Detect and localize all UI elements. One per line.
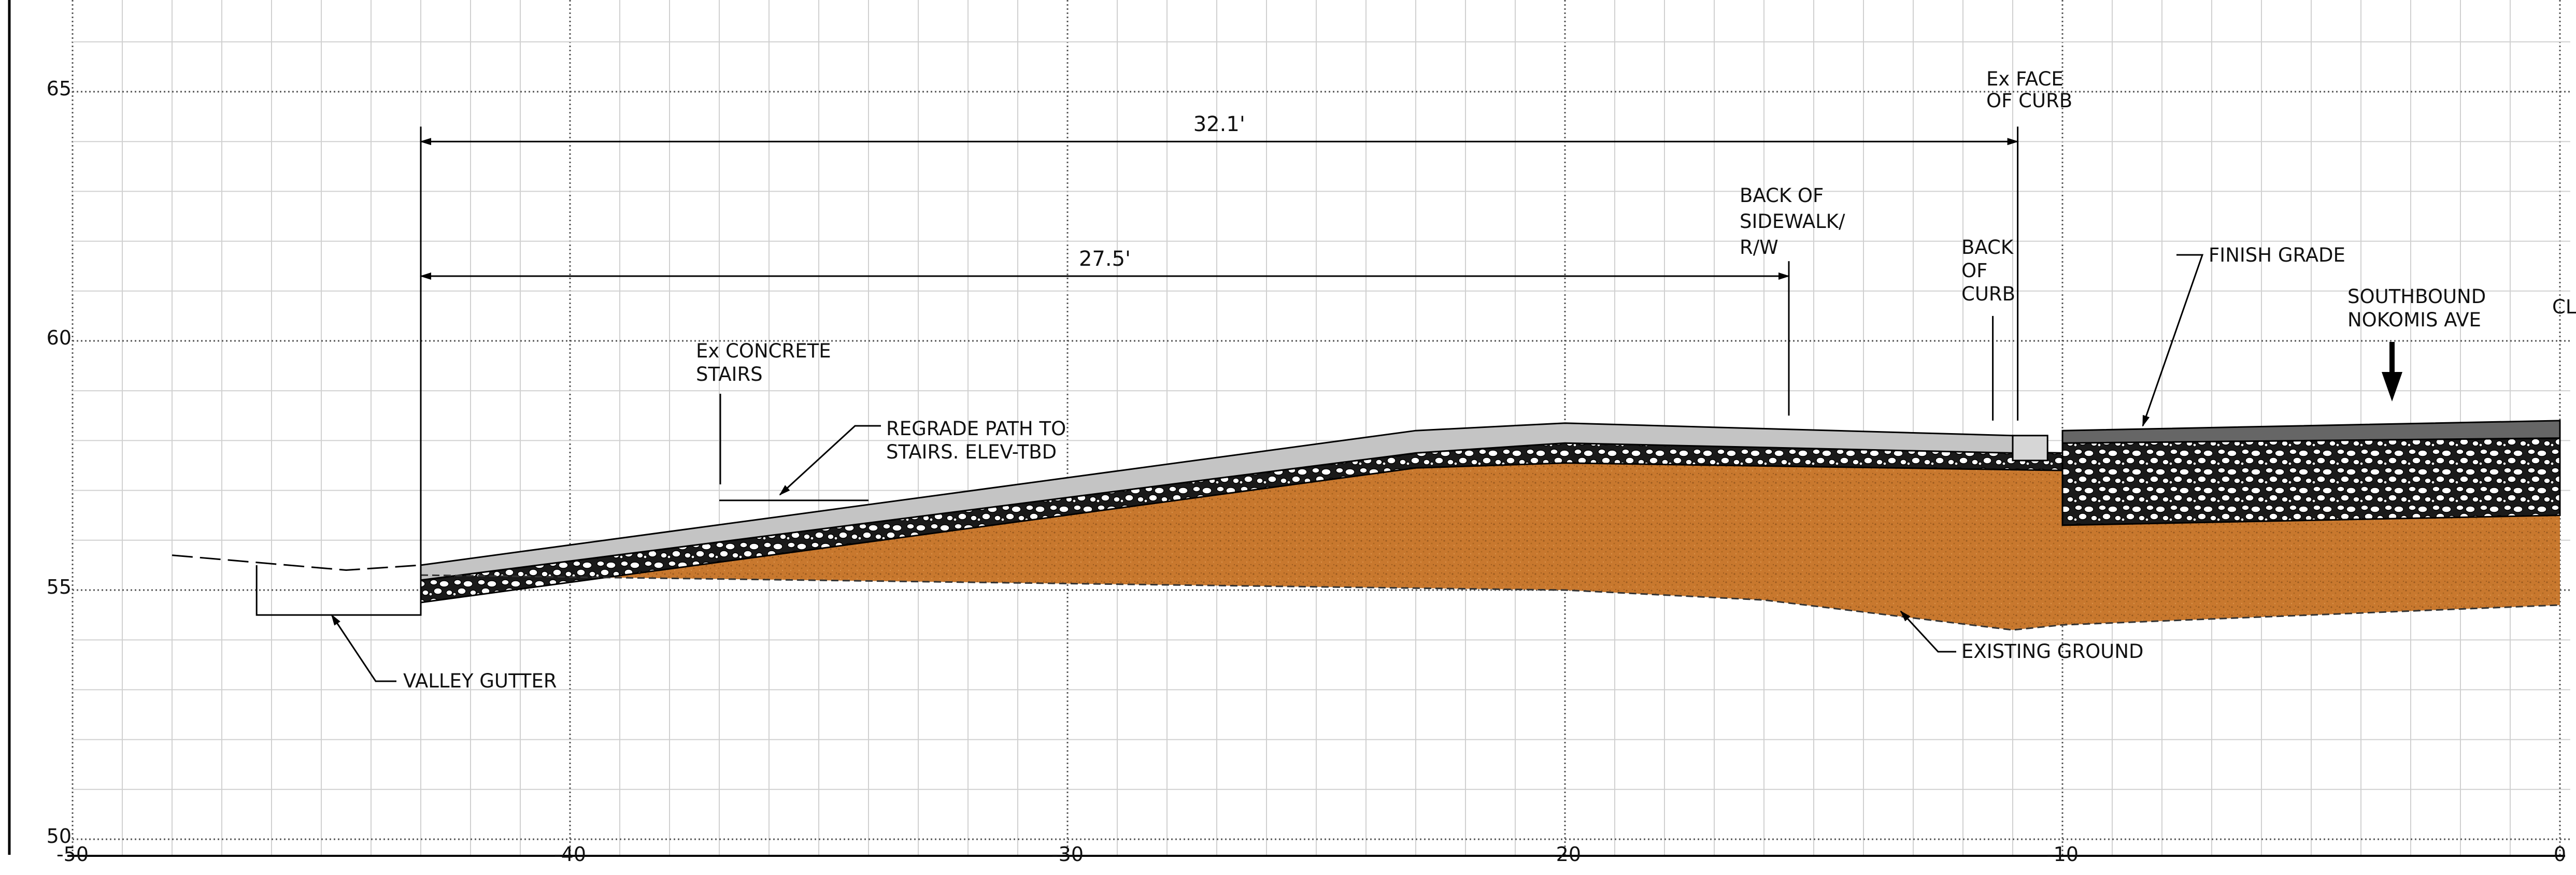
x-tick-label: -30 bbox=[1051, 843, 1084, 866]
x-tick-label: -10 bbox=[2046, 843, 2079, 866]
y-tick-label: 50 bbox=[47, 825, 72, 848]
y-tick-label: 65 bbox=[47, 77, 72, 100]
curb bbox=[2012, 435, 2048, 462]
x-tick-label: -40 bbox=[554, 843, 586, 866]
label-valley-gutter: VALLEY GUTTER bbox=[403, 670, 557, 692]
regrade-leader bbox=[779, 425, 881, 496]
label-southbound-nokomis: SOUTHBOUND NOKOMIS AVE bbox=[2347, 285, 2492, 331]
existing-ground-leader bbox=[1900, 610, 1956, 653]
label-finish-grade: FINISH GRADE bbox=[2209, 244, 2345, 266]
dimension-label-32-1: 32.1' bbox=[1193, 112, 1245, 136]
x-tick-label: -20 bbox=[1549, 843, 1581, 866]
asphalt-pavement bbox=[2061, 420, 2561, 444]
y-tick-label: 55 bbox=[47, 576, 72, 598]
x-tick-label: -50 bbox=[56, 843, 89, 866]
dimension-label-27-5: 27.5' bbox=[1079, 247, 1131, 271]
y-tick-label: 60 bbox=[47, 326, 72, 349]
existing-ground-fill bbox=[421, 440, 2560, 630]
valley-gutter-leader bbox=[331, 614, 396, 682]
label-existing-ground: EXISTING GROUND bbox=[1961, 640, 2144, 663]
label-centerline: CL bbox=[2552, 296, 2576, 318]
existing-ground-line bbox=[420, 574, 2560, 631]
label-back-of-curb: BACK OF CURB bbox=[1961, 236, 2019, 305]
finish-grade-leader bbox=[2142, 254, 2204, 427]
roadway-base-gravel bbox=[2061, 437, 2561, 526]
axis-tick-labels: -50 -40 -30 -20 -10 0 50 55 60 65 bbox=[47, 77, 2566, 866]
leader-lines bbox=[331, 254, 2204, 682]
label-ex-face-of-curb: Ex FACE OF CURB bbox=[1986, 68, 2072, 112]
label-ex-concrete-stairs: Ex CONCRETE STAIRS bbox=[696, 340, 837, 385]
southbound-arrow-icon bbox=[2382, 342, 2402, 401]
label-regrade-path: REGRADE PATH TO STAIRS. ELEV-TBD bbox=[886, 418, 1072, 463]
label-back-of-sidewalk: BACK OF SIDEWALK/ R/W bbox=[1740, 184, 1851, 259]
x-tick-label: 0 bbox=[2554, 843, 2566, 866]
existing-surface-left-line bbox=[172, 554, 421, 571]
annotation-labels: Ex FACE OF CURB BACK OF SIDEWALK/ R/W BA… bbox=[403, 68, 2576, 692]
